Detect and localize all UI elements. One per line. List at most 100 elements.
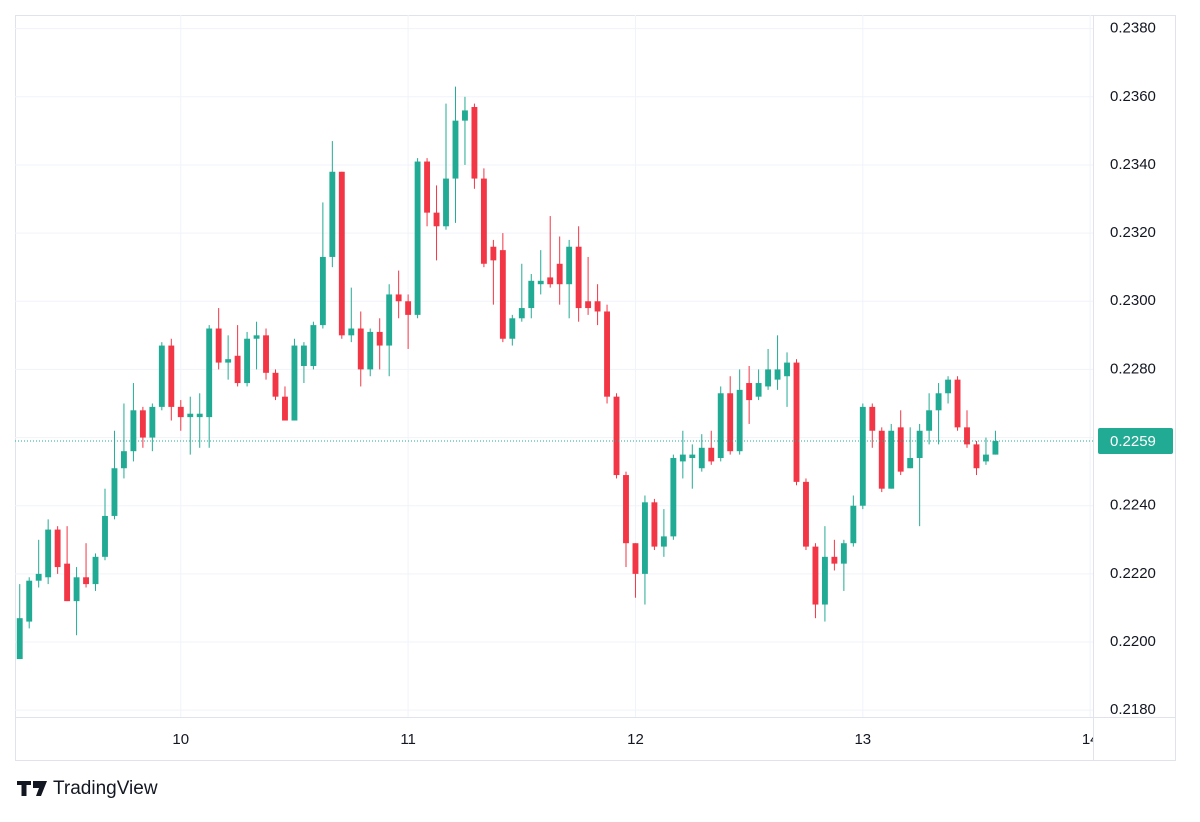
candle-body — [537, 280, 544, 285]
candle-body — [139, 410, 146, 438]
y-tick-label: 0.2320 — [1110, 224, 1156, 241]
candle-body — [878, 430, 885, 489]
candle-body — [452, 120, 459, 179]
candle-body — [812, 546, 819, 605]
candle-body — [670, 458, 677, 537]
candle-body — [64, 563, 71, 602]
candle-body — [916, 430, 923, 459]
candle-body — [149, 406, 156, 438]
candle-body — [92, 556, 99, 585]
candle-body — [575, 246, 582, 309]
candle-body — [717, 393, 724, 459]
candle-body — [518, 308, 525, 319]
grid — [15, 15, 1093, 717]
y-tick-label: 0.2220 — [1110, 565, 1156, 582]
candle-body — [613, 396, 620, 476]
candle-body — [850, 505, 857, 544]
candle-body — [26, 580, 33, 622]
candle-body — [291, 345, 298, 421]
candle-body — [357, 328, 364, 370]
logo-mark — [17, 781, 47, 796]
candle-body — [83, 577, 89, 585]
last-price-label: 0.2259 — [1110, 433, 1156, 450]
candle-body — [253, 335, 260, 339]
candle-body — [329, 171, 336, 257]
candle-body — [708, 447, 715, 462]
candle-body — [992, 440, 999, 455]
candle-body — [395, 294, 402, 302]
y-tick-label: 0.2240 — [1110, 497, 1156, 514]
candle-body — [367, 331, 374, 370]
y-tick-label: 0.2300 — [1110, 292, 1156, 309]
candle-body — [177, 406, 184, 418]
logo: TradingView — [17, 778, 158, 799]
candle-body — [594, 301, 601, 312]
candle-body — [840, 543, 847, 564]
candle-body — [376, 331, 383, 346]
candle-body — [16, 618, 23, 660]
candle-body — [490, 246, 497, 261]
candle-body — [130, 410, 137, 452]
y-tick-label: 0.2340 — [1110, 156, 1156, 173]
candle-body — [774, 369, 781, 380]
candle-body — [196, 413, 203, 418]
y-tick-label: 0.2380 — [1110, 20, 1156, 37]
candle-body — [765, 369, 772, 387]
y-tick-label: 0.2360 — [1110, 88, 1156, 105]
candle-body — [803, 481, 809, 547]
y-tick-label: 0.2280 — [1110, 360, 1156, 377]
candle-body — [604, 311, 610, 397]
candle-body — [547, 277, 554, 285]
candle-body — [187, 413, 194, 418]
candle-body — [424, 161, 431, 213]
candle-body — [660, 536, 667, 547]
candle-body — [983, 454, 989, 462]
candle-body — [945, 379, 952, 394]
candle-body — [471, 107, 478, 179]
candle-body — [386, 294, 393, 346]
candle-body — [319, 256, 326, 326]
candle-body — [272, 372, 279, 397]
candle-body — [414, 161, 421, 315]
candle-body — [225, 359, 232, 363]
candle-body — [244, 338, 251, 384]
candle-body — [300, 345, 307, 366]
candle-body — [234, 355, 241, 384]
candle-body — [480, 178, 487, 264]
candle-body — [926, 410, 933, 431]
candle-body — [528, 280, 535, 309]
x-tick-label: 11 — [400, 731, 416, 748]
candle-body — [111, 468, 118, 516]
x-tick-label: 13 — [854, 731, 871, 748]
candle-body — [679, 454, 686, 462]
candle-body — [831, 556, 838, 564]
candle-body — [954, 379, 961, 428]
candle-body — [509, 318, 516, 339]
candle-body — [206, 328, 213, 418]
candle-body — [556, 263, 563, 285]
candle-body — [433, 212, 440, 227]
candle-body — [888, 430, 895, 489]
candle-body — [698, 447, 705, 469]
candle-body — [821, 556, 828, 605]
candle-body — [623, 475, 629, 544]
candle-body — [859, 406, 866, 506]
candle-body — [168, 345, 175, 407]
candle-body — [35, 573, 42, 581]
candle-body — [689, 454, 696, 459]
candle-body — [973, 444, 980, 469]
candle-body — [443, 178, 449, 227]
chart-frame — [15, 15, 1176, 761]
candle-body — [793, 362, 800, 482]
candle-body — [462, 110, 468, 121]
candle-body — [348, 328, 355, 336]
brand-name: TradingView — [53, 778, 158, 799]
candle-body — [897, 427, 904, 472]
candle-body — [54, 529, 61, 568]
x-tick-label: 14 — [1082, 731, 1099, 748]
y-tick-label: 0.2180 — [1110, 701, 1156, 718]
candle-body — [282, 396, 288, 421]
candle-body — [158, 345, 165, 407]
candle-body — [566, 246, 573, 285]
y-tick-label: 0.2200 — [1110, 633, 1156, 650]
